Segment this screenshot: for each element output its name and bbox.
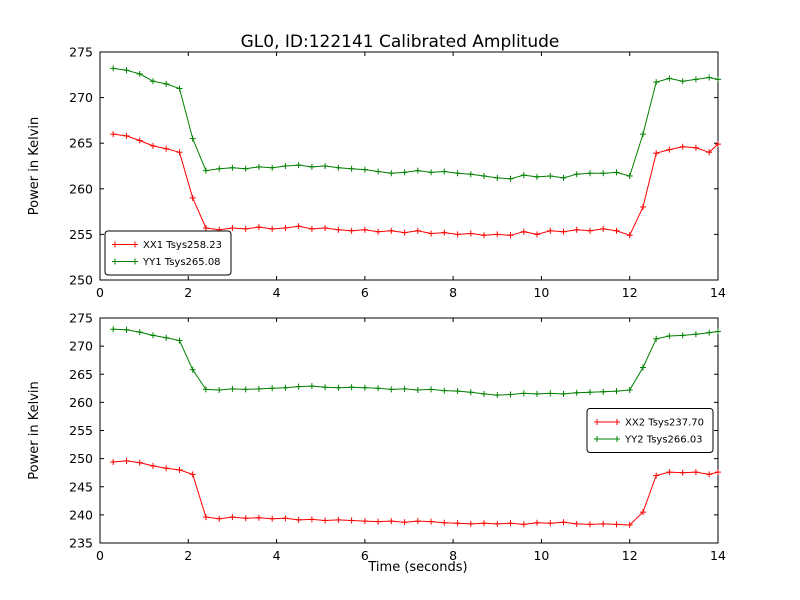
- y-tick-label: 275: [69, 45, 93, 60]
- axes-frame: [99, 51, 719, 281]
- x-tick-label: 0: [96, 548, 104, 563]
- y-tick-label: 265: [69, 136, 93, 151]
- x-tick-label: 4: [273, 548, 281, 563]
- legend: XX2 Tsys237.70 YY2 Tsys266.03: [586, 408, 714, 453]
- legend-sample-marker: [112, 258, 118, 265]
- legend-sample-marker: [112, 241, 118, 248]
- series-markers: [110, 131, 721, 239]
- y-axis-label: Power in Kelvin: [27, 117, 42, 215]
- legend-sample-marker: [132, 258, 138, 265]
- y-tick-label: 260: [69, 395, 93, 410]
- x-tick-label: 10: [533, 548, 549, 563]
- x-tick-label: 12: [622, 548, 638, 563]
- series-line: [113, 133, 719, 236]
- figure-title: GL0, ID:122141 Calibrated Amplitude: [240, 32, 560, 52]
- x-tick-label: 8: [449, 285, 457, 300]
- legend: XX1 Tsys258.23 YY1 Tsys265.08: [104, 230, 232, 276]
- legend-sample-marker: [594, 436, 600, 442]
- y-tick-label: 240: [69, 507, 93, 522]
- legend-label: YY1 Tsys265.08: [142, 257, 221, 268]
- x-tick-label: 6: [361, 548, 369, 563]
- legend-sample-marker: [594, 419, 600, 425]
- y-tick-label: 235: [69, 536, 93, 551]
- y-tick-label: 250: [69, 273, 93, 288]
- y-tick-label: 275: [69, 311, 93, 326]
- x-tick-label: 8: [449, 548, 457, 563]
- series-markers: [110, 326, 721, 399]
- y-tick-label: 255: [69, 227, 93, 242]
- y-tick-label: 260: [69, 181, 93, 196]
- legend-sample-marker: [614, 436, 620, 442]
- x-tick-label: 0: [96, 285, 104, 300]
- bottom-subplot: 0 2 4 6 8 10 12 14 235 240 245 250 255 260 265 270 275 Po…: [27, 311, 726, 564]
- legend-box: [104, 230, 232, 276]
- top-subplot: 0 2 4 6 8 10 12 14 250 255 260 265 270 275 Power in Ke…: [27, 45, 726, 301]
- series-line: [113, 460, 719, 526]
- series-line: [113, 328, 719, 396]
- y-tick-label: 270: [69, 90, 93, 105]
- series-line: [113, 67, 719, 180]
- y-tick-label: 265: [69, 367, 93, 382]
- legend-box: [586, 408, 714, 453]
- legend-label: XX2 Tsys237.70: [625, 418, 704, 429]
- x-tick-label: 14: [710, 285, 726, 300]
- legend-label: XX1 Tsys258.23: [143, 240, 222, 251]
- x-tick-label: 6: [361, 285, 369, 300]
- y-tick-label: 270: [69, 339, 93, 354]
- x-axis-label: Time (seconds): [368, 560, 468, 575]
- legend-sample-marker: [614, 419, 620, 425]
- series-markers: [110, 457, 721, 528]
- x-tick-label: 10: [533, 285, 549, 300]
- y-tick-label: 255: [69, 423, 93, 438]
- x-tick-label: 2: [184, 285, 192, 300]
- x-tick-label: 14: [710, 548, 726, 563]
- legend-sample-marker: [132, 241, 138, 248]
- y-tick-label: 250: [69, 451, 93, 466]
- y-axis-label: Power in Kelvin: [27, 381, 42, 479]
- x-tick-label: 2: [184, 548, 192, 563]
- legend-label: YY2 Tsys266.03: [624, 435, 703, 446]
- y-tick-label: 245: [69, 479, 93, 494]
- x-tick-label: 12: [622, 285, 638, 300]
- series-markers: [110, 65, 721, 182]
- x-tick-label: 4: [273, 285, 281, 300]
